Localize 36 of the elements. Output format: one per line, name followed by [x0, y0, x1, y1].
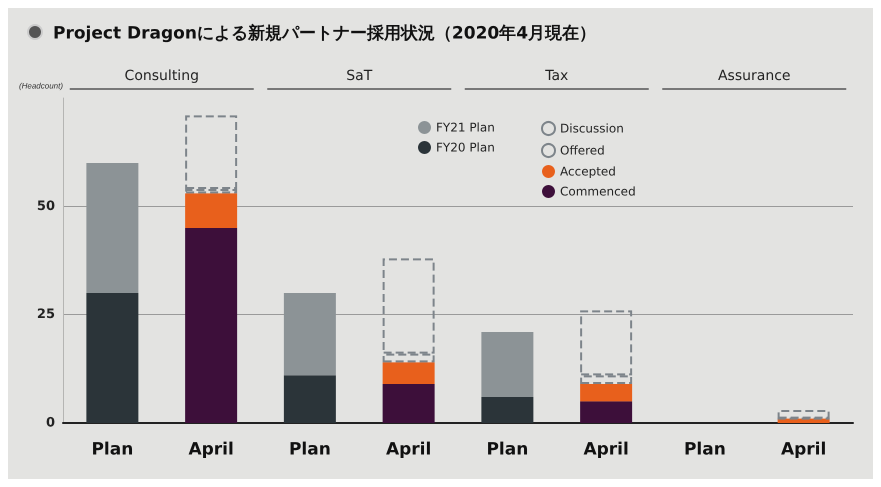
- bar: [481, 332, 534, 397]
- x-tick-label: April: [583, 440, 629, 460]
- legend-label: Accepted: [560, 164, 616, 178]
- x-tick-label: Plan: [486, 440, 528, 460]
- bar: [580, 401, 632, 423]
- y-tick-label: 0: [46, 416, 55, 430]
- y-axis-title: (Headcount): [18, 82, 64, 90]
- legend-label: Commenced: [560, 184, 636, 198]
- x-tick-label: Plan: [684, 440, 726, 460]
- legend-label: FY20 Plan: [436, 140, 495, 154]
- bar: [382, 384, 435, 423]
- bar: [86, 293, 138, 423]
- legend-label: FY21 Plan: [436, 120, 495, 134]
- legend-label: Offered: [560, 144, 605, 158]
- bar: [580, 384, 632, 402]
- bar: [185, 228, 238, 423]
- x-tick-label: April: [780, 440, 826, 460]
- y-tick-label: 25: [36, 307, 55, 322]
- bar: [481, 397, 534, 423]
- bar: [185, 193, 238, 228]
- text: Tax: [544, 68, 568, 84]
- x-tick-label: April: [386, 440, 432, 460]
- bar: [778, 410, 830, 419]
- legend-label: Discussion: [560, 122, 624, 136]
- bar: [86, 163, 138, 293]
- x-tick-label: Plan: [288, 440, 331, 460]
- bar: [382, 362, 435, 384]
- x-tick-label: April: [188, 440, 234, 460]
- x-tick-label: Plan: [91, 440, 134, 460]
- text: Consulting: [124, 68, 199, 84]
- y-tick-label: 50: [36, 198, 55, 214]
- bar: [284, 375, 336, 423]
- text: SaT: [346, 68, 373, 84]
- chart-title: Project Dragonによる新規パートナー採用状況（2020年4月現在）: [53, 24, 596, 44]
- bar: [284, 293, 336, 376]
- text: Assurance: [718, 68, 791, 84]
